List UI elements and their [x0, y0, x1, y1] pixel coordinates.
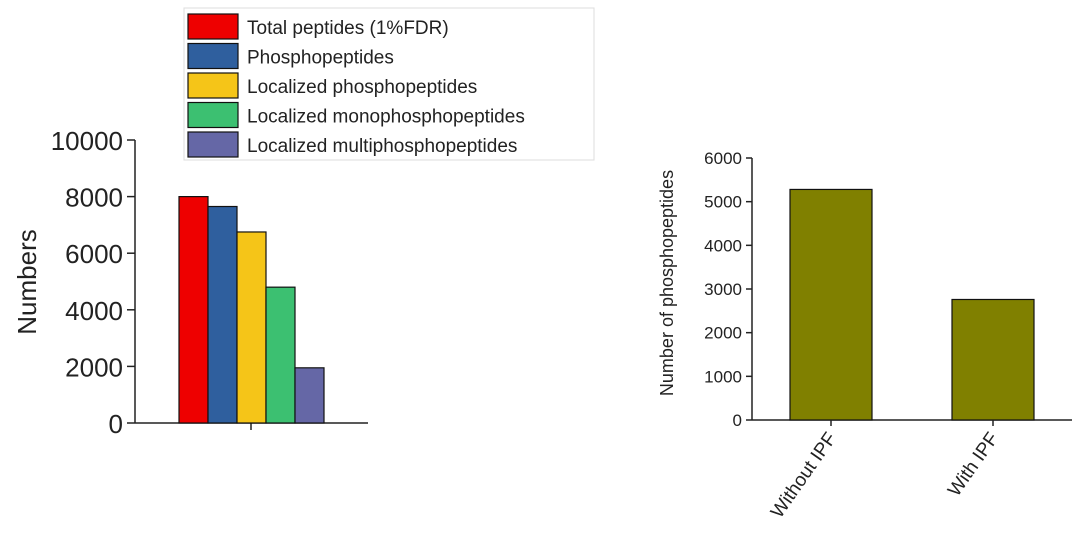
- left-y-tick-label: 0: [109, 409, 123, 439]
- legend-label: Phosphopeptides: [247, 48, 394, 69]
- bar-2: [207, 205, 238, 424]
- bar-with-ipf: [951, 298, 1035, 421]
- right-y-tick-label: 1000: [704, 367, 742, 386]
- right-chart: Number of phosphopeptides 0 1000 2000 3000 4…: [657, 149, 1072, 522]
- legend-frame: [183, 7, 595, 161]
- legend-label: Localized multiphosphopeptides: [247, 136, 517, 157]
- left-bars: [178, 196, 325, 424]
- left-y-tick-label: 8000: [65, 183, 123, 213]
- bar-without-ipf: [789, 188, 873, 421]
- legend-swatch: [187, 72, 239, 99]
- right-y-tick-label: 4000: [704, 236, 742, 255]
- right-y-ticks: 0 1000 2000 3000 4000 5000 6000: [704, 149, 752, 430]
- left-y-tick-label: 2000: [65, 352, 123, 382]
- legend-swatch: [187, 13, 239, 40]
- right-y-tick-label: 5000: [704, 193, 742, 212]
- left-chart: Numbers 0 2000 4000 6000 8000 10000 Total pep…: [12, 7, 595, 439]
- right-y-axis-label: Number of phosphopeptides: [657, 170, 677, 396]
- left-y-tick-label: 6000: [65, 239, 123, 269]
- left-y-axis-label: Numbers: [12, 229, 42, 334]
- right-y-tick-label: 6000: [704, 149, 742, 168]
- right-bars: [789, 188, 1035, 421]
- legend: Total peptides (1%FDR) Phosphopeptides Loc…: [183, 7, 595, 161]
- legend-swatch: [187, 42, 239, 70]
- right-y-tick-label: 0: [733, 411, 742, 430]
- legend-label: Localized monophosphopeptides: [247, 107, 525, 128]
- right-x-tick-label: With IPF: [944, 429, 1003, 501]
- right-x-tick-label: Without IPF: [767, 429, 841, 522]
- bar-4: [265, 286, 296, 424]
- right-y-tick-label: 2000: [704, 324, 742, 343]
- bar-3: [236, 231, 267, 424]
- legend-swatch: [187, 131, 239, 158]
- bar-5: [294, 367, 325, 424]
- right-y-tick-label: 3000: [704, 280, 742, 299]
- left-y-tick-label: 4000: [65, 296, 123, 326]
- right-x-tick-labels: Without IPF With IPF: [767, 420, 1003, 522]
- bar-1: [178, 196, 209, 424]
- left-y-ticks: 0 2000 4000 6000 8000 10000: [51, 126, 135, 439]
- legend-label: Total peptides (1%FDR): [247, 18, 449, 39]
- left-y-tick-label: 10000: [51, 126, 123, 156]
- legend-label: Localized phosphopeptides: [247, 77, 477, 98]
- legend-swatch: [187, 101, 239, 129]
